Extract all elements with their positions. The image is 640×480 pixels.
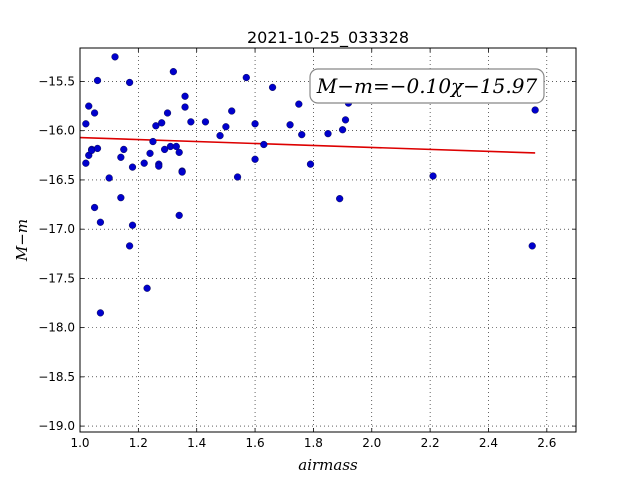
data-point [140, 159, 148, 167]
data-point [233, 173, 242, 181]
y-axis-ticks: −15.5 −16.0 −16.5 −17.0 −17.5 −18.0 −18.5 −19.0 [38, 74, 576, 433]
data-point [126, 78, 134, 87]
data-point [158, 119, 166, 127]
data-point [222, 123, 230, 131]
data-point [528, 242, 536, 250]
data-point [216, 132, 224, 140]
fit-equation: M−m=−0.10χ−15.97 [316, 74, 538, 98]
data-point [268, 83, 277, 91]
x-tick-label: 2.4 [479, 436, 498, 450]
data-point [117, 194, 125, 202]
x-tick-label: 1.0 [70, 436, 89, 450]
x-tick-label: 2.6 [537, 436, 556, 450]
data-point [336, 195, 344, 203]
data-point [82, 120, 90, 128]
data-point [172, 142, 180, 151]
data-point [117, 153, 125, 161]
data-point [120, 145, 128, 154]
y-tick-label: −17.0 [38, 222, 75, 236]
data-point [341, 116, 350, 124]
data-point [93, 144, 102, 153]
y-tick-label: −17.5 [38, 271, 75, 285]
data-point [155, 162, 163, 170]
data-point [298, 131, 306, 139]
data-point [93, 76, 102, 85]
data-point [146, 149, 154, 157]
data-point [324, 130, 332, 138]
x-tick-label: 2.2 [421, 436, 440, 450]
data-point [260, 140, 268, 149]
data-point [531, 106, 539, 114]
data-point [306, 160, 315, 168]
data-point [178, 168, 186, 176]
data-point [201, 118, 210, 126]
data-point [251, 155, 259, 163]
chart-title: 2021-10-25_033328 [247, 28, 409, 48]
data-point [90, 203, 99, 212]
data-point [338, 126, 347, 134]
data-point [128, 221, 137, 229]
data-point [169, 68, 177, 76]
data-point [90, 109, 99, 117]
data-point [187, 118, 195, 126]
data-point [228, 107, 236, 115]
x-axis-ticks: 1.0 1.2 1.4 1.6 1.8 2.0 2.2 2.4 2.6 [70, 48, 556, 450]
y-tick-label: −18.0 [38, 321, 75, 335]
data-point [175, 211, 183, 219]
y-tick-label: −18.5 [38, 370, 75, 384]
y-tick-label: −16.5 [38, 173, 75, 187]
data-point [286, 121, 294, 129]
data-point [175, 148, 183, 156]
data-point [126, 242, 134, 250]
x-tick-label: 1.8 [304, 436, 323, 450]
annotation-border [309, 68, 545, 104]
data-point [251, 120, 259, 128]
data-point [143, 284, 151, 292]
data-point [163, 109, 172, 117]
data-point [96, 309, 105, 317]
data-point [96, 218, 105, 226]
y-tick-label: −19.0 [38, 419, 75, 433]
data-point [152, 122, 160, 130]
data-point [295, 100, 303, 108]
x-tick-label: 2.0 [362, 436, 381, 450]
x-axis-label: airmass [298, 456, 358, 474]
data-point [161, 145, 169, 154]
x-tick-label: 1.6 [246, 436, 265, 450]
data-point [181, 92, 189, 100]
data-point [429, 172, 437, 180]
y-tick-label: −15.5 [38, 74, 75, 88]
x-tick-label: 1.4 [187, 436, 206, 450]
grid-lines [80, 48, 576, 432]
data-point [149, 137, 157, 146]
data-point [181, 103, 189, 111]
y-axis-label: M−m [13, 219, 31, 262]
data-point [242, 73, 250, 82]
data-point [85, 102, 93, 110]
annotation-box: M−m=−0.10χ−15.97 [309, 68, 545, 104]
data-point [105, 174, 113, 182]
data-point [128, 163, 137, 171]
plot-frame [79, 47, 577, 433]
data-point [111, 53, 119, 61]
data-points [82, 53, 539, 317]
x-tick-label: 1.2 [129, 436, 148, 450]
y-tick-label: −16.0 [38, 124, 75, 138]
data-point [82, 159, 90, 167]
